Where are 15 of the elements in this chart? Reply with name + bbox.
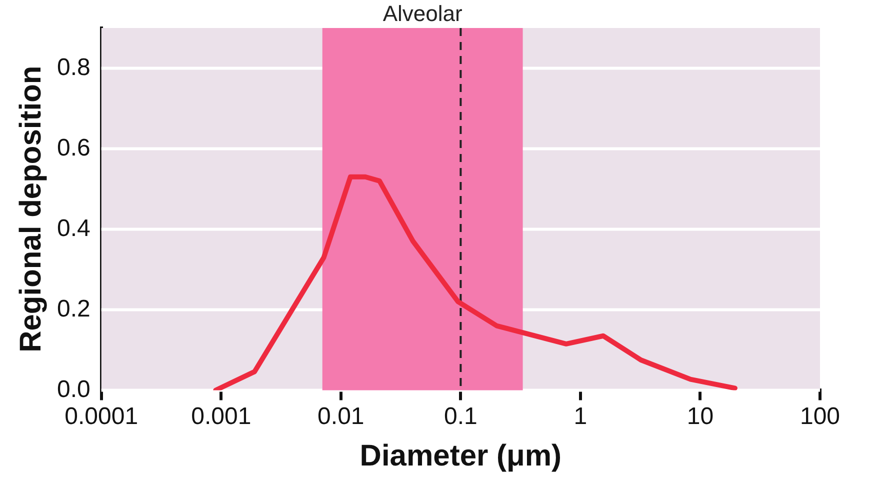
y-tick-label: 0.4 xyxy=(56,214,90,242)
x-tick-label: 10 xyxy=(686,403,714,430)
x-tick-label: 1 xyxy=(574,403,588,430)
x-tick-label: 0.001 xyxy=(191,403,252,430)
x-tick-label: 100 xyxy=(800,403,840,430)
x-axis-title: Diameter (μm) xyxy=(360,439,562,472)
y-tick-label: 0.2 xyxy=(56,295,90,322)
x-tick-label: 0.1 xyxy=(444,403,478,430)
y-tick-label: 0.0 xyxy=(56,376,90,403)
x-tick-label: 0.01 xyxy=(318,403,364,430)
y-tick-label: 0.6 xyxy=(56,134,90,162)
y-tick-label: 0.8 xyxy=(56,54,90,81)
y-axis-title: Regional deposition xyxy=(14,66,48,352)
band-label: Alveolar xyxy=(382,1,462,26)
x-tick-label: 0.0001 xyxy=(64,403,138,430)
